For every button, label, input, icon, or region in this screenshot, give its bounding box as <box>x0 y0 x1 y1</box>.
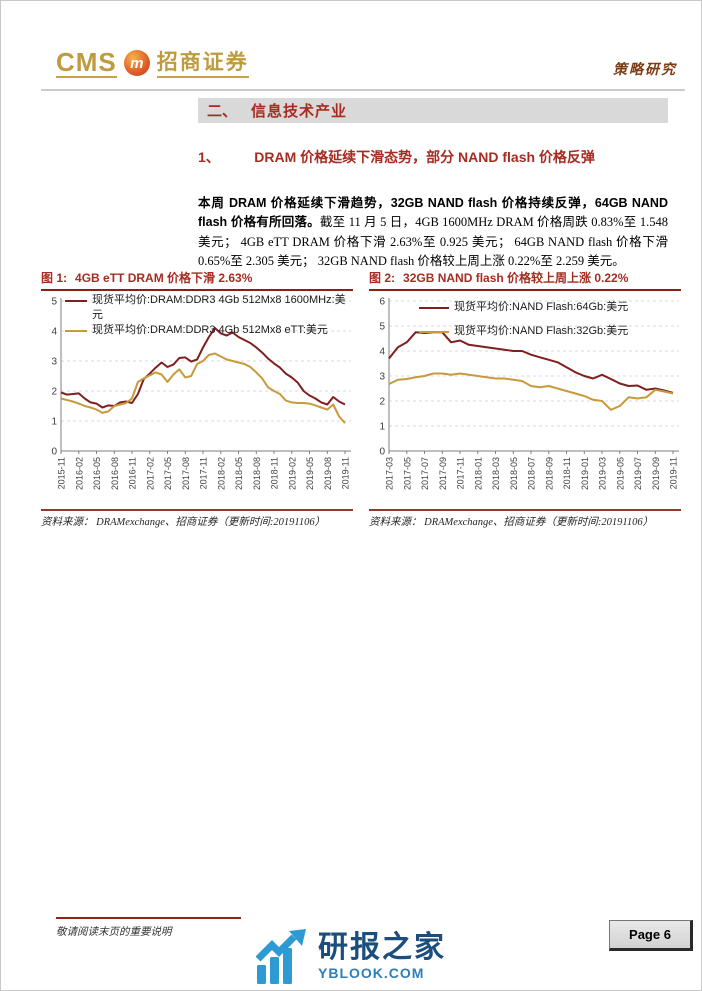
svg-text:1: 1 <box>51 417 57 428</box>
svg-text:2019-08: 2019-08 <box>323 457 333 490</box>
svg-text:2019-09: 2019-09 <box>651 457 661 490</box>
svg-text:2017-05: 2017-05 <box>402 457 412 490</box>
legend-entry: 现货平均价:NAND Flash:32Gb:美元 <box>419 324 677 339</box>
svg-text:6: 6 <box>379 297 385 308</box>
brand-cms-text: CMS <box>56 47 117 78</box>
svg-text:2018-11: 2018-11 <box>270 457 280 489</box>
page-number-button[interactable]: Page 6 <box>609 920 693 951</box>
svg-text:0: 0 <box>379 447 385 458</box>
svg-text:2015-11: 2015-11 <box>57 457 67 489</box>
svg-text:2019-01: 2019-01 <box>580 457 590 490</box>
svg-text:2018-03: 2018-03 <box>491 457 501 490</box>
legend-entry: 现货平均价:DRAM:DDR3 4Gb 512Mx8 eTT:美元 <box>65 323 347 338</box>
figure-1-caption: 4GB eTT DRAM 价格下滑 2.63% <box>75 271 253 285</box>
figure-1-title: 图 1: 4GB eTT DRAM 价格下滑 2.63% <box>41 269 353 291</box>
figure-1-label: 图 1: <box>41 271 68 285</box>
svg-text:4: 4 <box>51 327 57 338</box>
series-line-swatch <box>65 330 87 332</box>
svg-text:2018-11: 2018-11 <box>562 457 572 489</box>
figure-2-chart: 0 1 2 3 4 5 6 2017-03 2017-05 2017-07 2017-09 2017-… <box>369 293 681 508</box>
svg-text:2019-11: 2019-11 <box>341 457 351 489</box>
svg-text:2018-01: 2018-01 <box>473 457 483 490</box>
svg-text:2017-11: 2017-11 <box>456 457 466 489</box>
watermark-title: 研报之家 <box>318 931 446 964</box>
series-line-swatch <box>65 300 87 302</box>
figure-2-legend: 现货平均价:NAND Flash:64Gb:美元 现货平均价:NAND Flas… <box>419 300 677 348</box>
svg-text:4: 4 <box>379 347 385 358</box>
brand-logo: CMS m 招商证券 <box>56 49 249 78</box>
svg-text:2016-11: 2016-11 <box>128 457 138 489</box>
svg-text:2019-02: 2019-02 <box>287 457 297 490</box>
svg-text:2018-09: 2018-09 <box>544 457 554 490</box>
series-line-swatch <box>419 307 449 309</box>
series-line-swatch <box>419 331 449 333</box>
figure-2-title: 图 2: 32GB NAND flash 价格较上周上涨 0.22% <box>369 269 681 291</box>
report-type-label: 策略研究 <box>613 63 677 78</box>
svg-text:1: 1 <box>379 422 385 433</box>
svg-text:2017-03: 2017-03 <box>385 457 395 490</box>
svg-text:2: 2 <box>379 397 385 408</box>
svg-text:2019-07: 2019-07 <box>633 457 643 490</box>
svg-text:3: 3 <box>379 372 385 383</box>
svg-text:2018-07: 2018-07 <box>527 457 537 490</box>
brand-badge-icon: m <box>123 50 150 76</box>
svg-text:2017-05: 2017-05 <box>163 457 173 490</box>
watermark-logo: 研报之家 YBLOOK.COM <box>256 929 446 985</box>
figure-2: 图 2: 32GB NAND flash 价格较上周上涨 0.22% 0 1 2 3 4 5… <box>369 269 681 529</box>
watermark-domain: YBLOOK.COM <box>318 965 425 981</box>
section-number: 二、 <box>207 103 238 120</box>
figure-2-label: 图 2: <box>369 271 396 285</box>
legend-label: 现货平均价:NAND Flash:64Gb:美元 <box>454 301 629 313</box>
figure-1-legend: 现货平均价:DRAM:DDR3 4Gb 512Mx8 1600MHz:美元 现货… <box>65 293 347 338</box>
svg-text:2019-03: 2019-03 <box>598 457 608 490</box>
svg-text:2018-02: 2018-02 <box>216 457 226 490</box>
svg-text:3: 3 <box>51 357 57 368</box>
svg-text:2016-02: 2016-02 <box>74 457 84 490</box>
legend-entry: 现货平均价:DRAM:DDR3 4Gb 512Mx8 1600MHz:美元 <box>65 293 347 323</box>
svg-text:0: 0 <box>51 447 57 458</box>
svg-text:2017-07: 2017-07 <box>420 457 430 490</box>
subsection-title: DRAM 价格延续下滑态势，部分 NAND flash 价格反弹 <box>254 149 595 165</box>
figure-2-source: 资料来源： DRAMexchange、招商证券（更新时间:20191106） <box>369 509 681 529</box>
svg-text:2017-09: 2017-09 <box>438 457 448 490</box>
legend-label: 现货平均价:NAND Flash:32Gb:美元 <box>454 325 629 337</box>
svg-text:2016-05: 2016-05 <box>92 457 102 490</box>
figure-1-chart: 0 1 2 3 4 5 2015-11 2016-02 2016-05 2016-08 2016-1… <box>41 293 353 508</box>
figures-row: 图 1: 4GB eTT DRAM 价格下滑 2.63% 0 1 2 3 4 5 2015-1… <box>41 269 681 529</box>
svg-text:2018-08: 2018-08 <box>252 457 262 490</box>
figure-1: 图 1: 4GB eTT DRAM 价格下滑 2.63% 0 1 2 3 4 5 2015-1… <box>41 269 353 529</box>
svg-text:5: 5 <box>51 297 57 308</box>
svg-text:2017-02: 2017-02 <box>145 457 155 490</box>
svg-text:2018-05: 2018-05 <box>234 457 244 490</box>
paragraph-rest: 截至 11 月 5 日，4GB 1600MHz DRAM 价格周跌 0.83%至… <box>198 215 668 268</box>
svg-text:2: 2 <box>51 387 57 398</box>
body-paragraph: 本周 DRAM 价格延续下滑趋势，32GB NAND flash 价格持续反弹，… <box>198 194 668 272</box>
legend-entry: 现货平均价:NAND Flash:64Gb:美元 <box>419 300 677 315</box>
section-title: 信息技术产业 <box>251 103 348 120</box>
svg-text:2018-05: 2018-05 <box>509 457 519 490</box>
legend-label: 现货平均价:DRAM:DDR3 4Gb 512Mx8 eTT:美元 <box>92 324 328 336</box>
legend-label: 现货平均价:DRAM:DDR3 4Gb 512Mx8 1600MHz:美元 <box>92 294 346 321</box>
subsection-heading: 1、 DRAM 价格延续下滑态势，部分 NAND flash 价格反弹 <box>198 147 668 167</box>
nand-price-chart: 0 1 2 3 4 5 6 2017-03 2017-05 2017-07 2017-09 2017-… <box>379 297 679 490</box>
svg-text:2017-08: 2017-08 <box>181 457 191 490</box>
paragraph-lead: 本周 DRAM 价格延续下滑趋势，32GB NAND flash 价格持续反弹，… <box>198 195 668 230</box>
svg-text:5: 5 <box>379 322 385 333</box>
svg-text:2019-05: 2019-05 <box>615 457 625 490</box>
svg-text:2019-05: 2019-05 <box>305 457 315 490</box>
footer-disclaimer: 敬请阅读末页的重要说明 <box>56 917 241 939</box>
subsection-number: 1、 <box>198 149 220 165</box>
dram-price-chart: 0 1 2 3 4 5 2015-11 2016-02 2016-05 2016-08 2016-1… <box>51 297 351 490</box>
figure-1-source: 资料来源： DRAMexchange、招商证券（更新时间:20191106） <box>41 509 353 529</box>
brand-company-name: 招商证券 <box>156 51 249 78</box>
section-heading: 二、 信息技术产业 <box>198 98 668 123</box>
svg-text:2017-11: 2017-11 <box>199 457 209 489</box>
header-divider <box>41 89 685 91</box>
bar-chart-arrow-icon <box>256 929 306 984</box>
svg-text:2019-11: 2019-11 <box>669 457 679 489</box>
svg-text:2016-08: 2016-08 <box>110 457 120 490</box>
figure-2-caption: 32GB NAND flash 价格较上周上涨 0.22% <box>403 271 629 285</box>
watermark-text: 研报之家 YBLOOK.COM <box>318 931 446 982</box>
